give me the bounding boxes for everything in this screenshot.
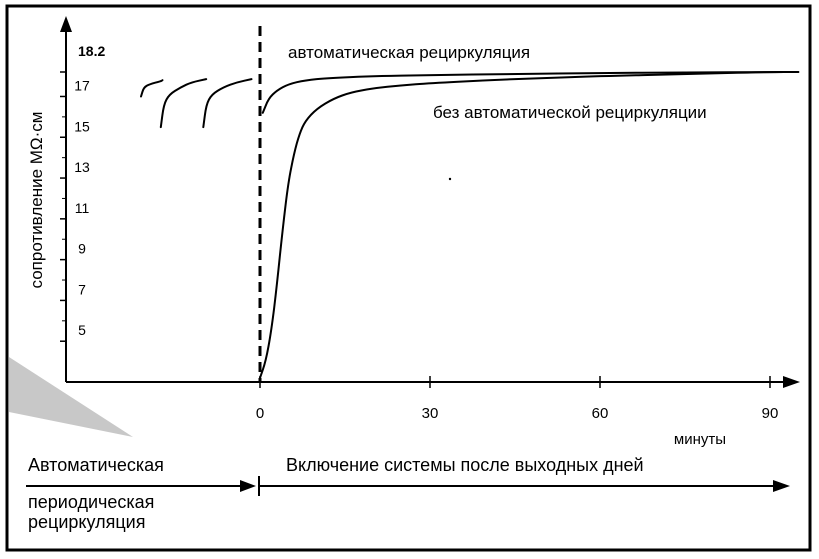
y-tick-label-5: 5 xyxy=(78,322,86,338)
y-tick-label-15: 15 xyxy=(74,118,90,134)
y-axis-label: сопротивление MΩ·см xyxy=(27,112,46,289)
y-ticks: 5 7 9 11 13 15 17 xyxy=(60,71,90,342)
series-line-0 xyxy=(261,71,800,114)
timeline-left-line2: периодическая xyxy=(28,492,154,512)
series-line-2 xyxy=(140,79,164,98)
x-tick-label-60: 60 xyxy=(592,405,609,422)
stray-dot xyxy=(448,177,452,181)
x-axis-label: минуты xyxy=(674,431,726,448)
timeline-left-line3: рециркуляция xyxy=(28,512,145,532)
callout-wedge xyxy=(9,357,133,437)
timeline-left-line1: Автоматическая xyxy=(28,455,164,475)
series-line-3 xyxy=(159,78,208,129)
series-group xyxy=(140,71,800,379)
x-tick-label-0: 0 xyxy=(256,405,264,422)
y-tick-label-7: 7 xyxy=(78,281,86,297)
y-axis-arrow xyxy=(60,16,72,32)
annotation-noauto: без автоматической рециркуляции xyxy=(433,103,707,122)
axes xyxy=(60,16,800,388)
y-tick-label-17: 17 xyxy=(74,77,90,93)
y-tick-label-11: 11 xyxy=(75,200,90,216)
y-tick-label-9: 9 xyxy=(78,241,86,257)
timeline-right-label: Включение системы после выходных дней xyxy=(286,455,644,475)
x-tick-label-90: 90 xyxy=(762,405,779,422)
series-line-4 xyxy=(202,78,253,129)
x-tick-label-30: 30 xyxy=(422,405,439,422)
timeline-left-arrowhead xyxy=(240,480,256,492)
bottom-timeline: Автоматическая Включение системы после в… xyxy=(26,455,790,532)
y-top-label: 18.2 xyxy=(78,43,105,59)
outer-frame xyxy=(5,4,812,552)
annotation-auto: автоматическая рециркуляция xyxy=(288,43,530,62)
x-axis-arrow xyxy=(783,376,800,388)
timeline-right-arrowhead xyxy=(773,480,790,492)
y-tick-label-13: 13 xyxy=(74,159,90,175)
series-line-1 xyxy=(259,71,800,379)
x-ticks: 0 30 60 90 xyxy=(256,376,779,422)
